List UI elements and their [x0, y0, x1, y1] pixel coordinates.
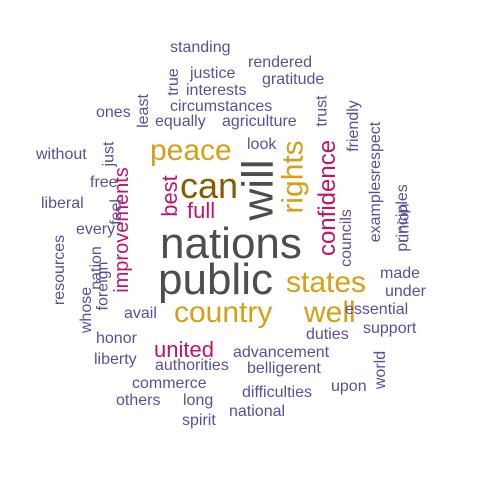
word-without: without [36, 146, 87, 163]
word-full: full [187, 198, 216, 223]
word-well: well [304, 296, 356, 329]
word-public: public [158, 255, 273, 304]
word-resources: resources [51, 234, 69, 306]
word-spirit: spirit [182, 412, 216, 429]
word-peace: peace [150, 134, 232, 167]
word-support: support [363, 320, 417, 337]
word-look: look [247, 136, 277, 153]
word-best: best [156, 175, 182, 217]
word-confidence: confidence [314, 139, 342, 257]
word-states: states [286, 266, 367, 299]
word-long: long [183, 392, 214, 409]
word-difficulties: difficulties [242, 384, 312, 401]
word-just: just [100, 141, 118, 167]
word-foreign: foreign [94, 261, 112, 311]
word-gratitude: gratitude [262, 71, 325, 88]
word-justice: justice [190, 65, 236, 82]
word-world: world [372, 350, 390, 390]
word-liberal: liberal [41, 195, 84, 212]
word-can: can [180, 165, 239, 206]
word-friendly: friendly [344, 100, 362, 152]
word-whose: whose [78, 286, 96, 334]
word-others: others [116, 392, 161, 409]
word-agriculture: agriculture [222, 113, 297, 130]
word-avail: avail [124, 305, 157, 322]
word-authorities: authorities [155, 357, 229, 374]
word-liberty: liberty [94, 351, 137, 368]
word-equally: equally [155, 113, 206, 130]
word-honor: honor [96, 330, 137, 347]
word-under: under [385, 283, 426, 300]
word-least: least [134, 94, 152, 128]
word-will: will [233, 159, 283, 221]
word-upon: upon [331, 378, 367, 395]
word-essential: essential [345, 301, 409, 318]
word-made: made [380, 265, 421, 282]
word-respect: respect [367, 121, 385, 175]
word-standing: standing [170, 39, 231, 56]
word-ones: ones [96, 104, 131, 121]
word-trust: trust [313, 95, 331, 127]
word-free: free [90, 174, 118, 191]
word-belligerent: belligerent [247, 360, 321, 377]
word-duties: duties [306, 326, 349, 343]
word-united: united [154, 337, 214, 362]
word-advancement: advancement [233, 344, 330, 361]
word-interests: interests [186, 82, 247, 99]
word-true: true [164, 68, 182, 96]
word-national: national [229, 403, 286, 420]
word-circumstances: circumstances [170, 98, 273, 115]
word-nations: nations [160, 219, 302, 268]
word-principles: principles [393, 184, 411, 252]
word-rights: rights [276, 140, 310, 214]
word-commerce: commerce [132, 375, 207, 392]
word-examples: examples [367, 173, 385, 243]
word-country: country [174, 296, 273, 329]
word-every: every [76, 221, 116, 238]
word-councils: councils [337, 209, 355, 267]
word-rendered: rendered [248, 54, 313, 71]
